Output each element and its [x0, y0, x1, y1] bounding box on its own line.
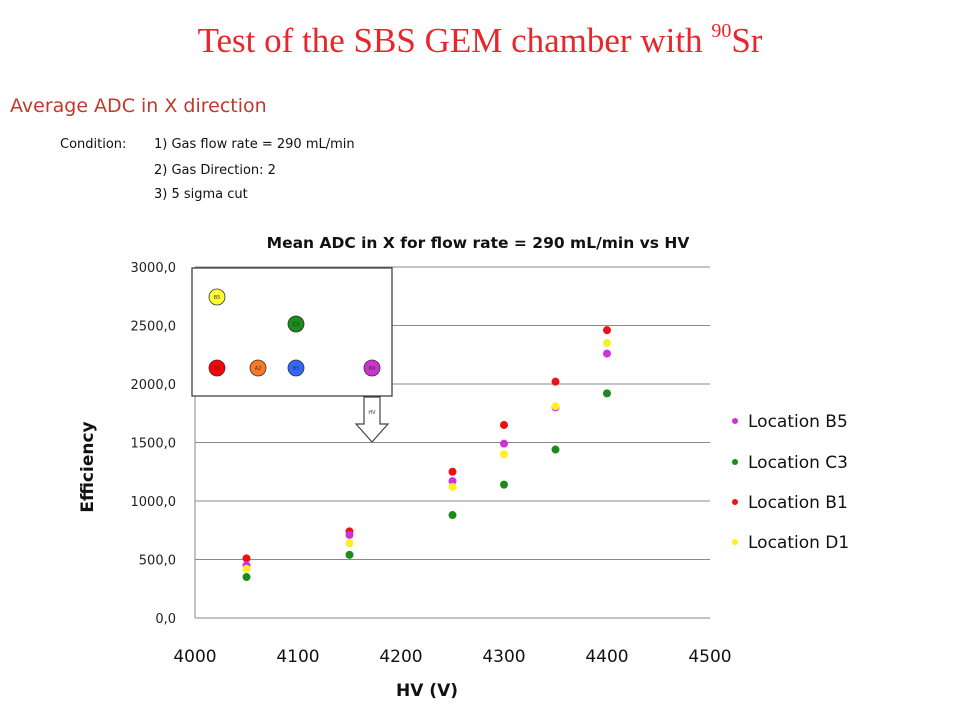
- inset-location-label: B1: [214, 366, 221, 372]
- y-tick-label: 2000,0: [131, 378, 177, 393]
- data-point: [500, 420, 508, 429]
- inset-location-dot: [249, 359, 267, 377]
- inset-location-label: A2: [255, 366, 262, 372]
- slide-title-element: Sr: [731, 21, 763, 60]
- data-point: [551, 402, 560, 411]
- condition-label: Condition:: [60, 137, 127, 152]
- y-tick-label: 0,0: [155, 612, 176, 627]
- inset-location-label: B5: [214, 295, 221, 301]
- axis-layer: 0,0 500,0 1000,0 1500,0 2000,0 2500,0 3000,0 40…: [131, 261, 732, 667]
- inset-location-dot: [287, 359, 305, 377]
- legend-label: Location D1: [748, 533, 849, 553]
- inset-location-label: B3: [293, 366, 300, 372]
- inset-diagram: B5 C3 B1 A2 B3 B4 HV: [191, 267, 393, 443]
- inset-frame: [191, 267, 393, 397]
- inset-location-dot: [363, 359, 381, 377]
- data-point: [603, 339, 611, 348]
- x-tick-label: 4400: [585, 647, 628, 667]
- chart-title: Mean ADC in X for flow rate = 290 mL/min…: [267, 234, 690, 252]
- slide-title-text: Test of the SBS GEM chamber with: [197, 21, 712, 60]
- data-point: [448, 482, 457, 491]
- inset-location-dot: [208, 359, 226, 377]
- hv-arrow-label: HV: [368, 410, 376, 416]
- y-tick-label: 500,0: [139, 554, 176, 569]
- x-tick-label: 4300: [482, 647, 525, 667]
- data-point: [551, 445, 560, 454]
- inset-location-dot: [208, 288, 226, 306]
- data-point: [500, 450, 508, 459]
- y-tick-label: 1500,0: [131, 437, 177, 452]
- legend: Location B5 Location C3 Location B1 Locatio…: [732, 412, 849, 553]
- inset-location-label: B4: [369, 366, 376, 372]
- legend-label: Location B1: [748, 493, 848, 513]
- x-tick-label: 4200: [379, 647, 422, 667]
- legend-marker: [732, 418, 738, 424]
- hv-arrow-icon: [354, 396, 390, 443]
- slide-subtitle: Average ADC in X direction: [10, 95, 267, 117]
- slide-title-superscript: 90: [711, 20, 732, 42]
- data-point: [242, 554, 251, 563]
- data-point: [345, 550, 354, 559]
- legend-marker: [732, 459, 738, 465]
- data-point: [242, 564, 251, 573]
- condition-item-3: 3) 5 sigma cut: [154, 187, 248, 202]
- condition-item-2: 2) Gas Direction: 2: [154, 163, 276, 178]
- y-tick-label: 3000,0: [131, 261, 177, 276]
- data-point: [603, 389, 611, 398]
- data-point: [603, 326, 611, 335]
- legend-label: Location C3: [748, 453, 848, 473]
- data-point: [500, 480, 508, 489]
- x-axis-label: HV (V): [396, 681, 458, 701]
- inset-location-label: C3: [293, 322, 300, 328]
- y-axis-label: Efficiency: [78, 421, 98, 512]
- legend-label: Location B5: [748, 412, 848, 432]
- legend-marker: [732, 539, 738, 545]
- x-tick-label: 4000: [173, 647, 216, 667]
- data-point: [448, 511, 457, 520]
- data-point: [448, 467, 457, 476]
- condition-item-1: 1) Gas flow rate = 290 mL/min: [154, 137, 355, 152]
- inset-location-dot: [287, 315, 305, 333]
- inset-dots: B5 C3 B1 A2 B3 B4: [208, 288, 381, 377]
- data-point: [603, 349, 611, 358]
- y-tick-label: 1000,0: [131, 495, 177, 510]
- x-tick-label: 4500: [688, 647, 731, 667]
- x-tick-label: 4100: [276, 647, 319, 667]
- data-point: [345, 530, 354, 539]
- data-point: [448, 477, 457, 486]
- data-point: [551, 377, 560, 386]
- data-point: [500, 439, 508, 448]
- legend-marker: [732, 499, 738, 505]
- data-point: [345, 539, 354, 548]
- y-tick-label: 2500,0: [131, 320, 177, 335]
- data-point: [242, 573, 251, 582]
- slide-title: Test of the SBS GEM chamber with 90Sr: [0, 20, 960, 61]
- points-layer: [242, 326, 611, 582]
